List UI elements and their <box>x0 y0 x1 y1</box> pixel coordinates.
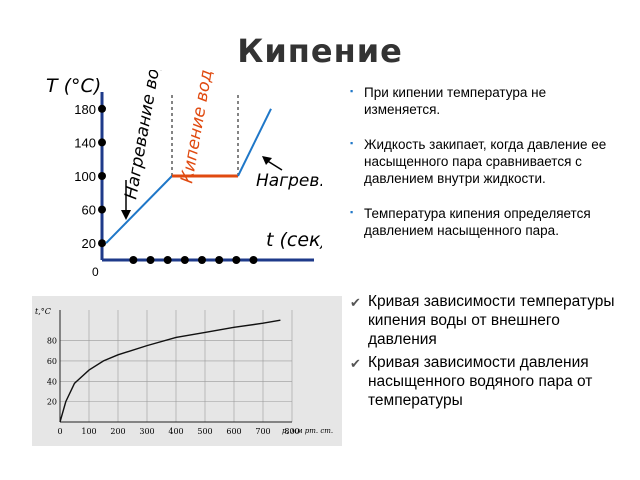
bullet-list: При кипении температура не изменяется. Ж… <box>348 83 620 257</box>
pressure-chart: t,°C p, мм рт. ст. 0 100 200 300 400 500 600 70… <box>32 296 342 446</box>
y-tick-label: 140 <box>74 135 96 150</box>
arrow-head-icon <box>121 210 131 220</box>
y-tick-label: 20 <box>47 398 57 407</box>
x-tick-label: 300 <box>139 427 154 436</box>
check-item: ✔ Кривая зависимости давления насыщенного… <box>350 353 630 410</box>
bullet-item: При кипении температура не изменяется. <box>348 83 620 118</box>
x-tick-dot <box>249 256 258 264</box>
x-tick-label: 700 <box>255 427 270 436</box>
y-axis-label: t,°C <box>35 307 51 316</box>
y-tick-label: 180 <box>74 102 96 117</box>
check-item-text: Кривая зависимости давления насыщенного … <box>368 354 593 409</box>
y-tick-label: 80 <box>47 337 57 346</box>
arrow-head-icon <box>262 156 272 165</box>
slide-title: Кипение <box>237 32 403 70</box>
check-item-text: Кривая зависимости температуры кипения в… <box>368 293 615 348</box>
y-tick-label: 40 <box>47 377 57 386</box>
x-tick-dot <box>129 256 138 264</box>
bullet-item: Жидкость закипает, когда давление ее нас… <box>348 135 620 187</box>
x-origin-label: 0 <box>92 265 99 279</box>
y-tick-dot <box>98 239 106 248</box>
steam-heating-line <box>237 108 272 177</box>
y-tick-label: 60 <box>47 357 57 366</box>
x-tick-label: 800 <box>284 427 299 436</box>
x-tick-label: 200 <box>110 427 125 436</box>
checkmark-icon: ✔ <box>350 295 361 310</box>
x-tick-label: 400 <box>168 427 183 436</box>
y-tick-dot <box>98 138 106 147</box>
x-tick-dot <box>146 256 155 264</box>
x-axis-label: p, мм рт. ст. <box>282 427 333 435</box>
x-tick-dot <box>198 256 206 264</box>
x-tick-label: 100 <box>81 427 96 436</box>
x-tick-dot <box>215 256 224 264</box>
x-tick-dot <box>232 256 241 264</box>
bullet-item: Температура кипения определяется давлени… <box>348 204 620 239</box>
checkmark-list: ✔ Кривая зависимости температуры кипения … <box>350 292 630 414</box>
y-tick-label: 60 <box>82 203 96 218</box>
x-tick-dot <box>180 256 189 264</box>
boiling-chart: T (°C) t (сек) 0 Нагревание воды Кипение… <box>46 70 322 279</box>
boiling-point-curve <box>59 319 281 423</box>
x-tick-label: 600 <box>226 427 241 436</box>
y-axis-label: T (°C) <box>46 75 101 97</box>
annotation-steam-heating: Нагрев. пара <box>256 171 322 191</box>
y-tick-dot <box>98 104 106 113</box>
check-item: ✔ Кривая зависимости температуры кипения … <box>350 292 630 349</box>
x-tick-dot <box>163 256 172 264</box>
heating-line <box>105 175 173 244</box>
annotation-boiling-water: Кипение воды <box>177 70 219 185</box>
annotation-heating-water: Нагревание воды <box>121 70 168 201</box>
x-tick-label: 500 <box>197 427 212 436</box>
x-axis-label: t (сек) <box>266 229 322 251</box>
y-tick-label: 100 <box>74 169 96 184</box>
x-tick-label: 0 <box>57 427 62 436</box>
y-tick-dot <box>98 172 106 180</box>
y-tick-dot <box>98 205 106 214</box>
checkmark-icon: ✔ <box>350 356 361 371</box>
y-tick-label: 20 <box>82 236 96 251</box>
